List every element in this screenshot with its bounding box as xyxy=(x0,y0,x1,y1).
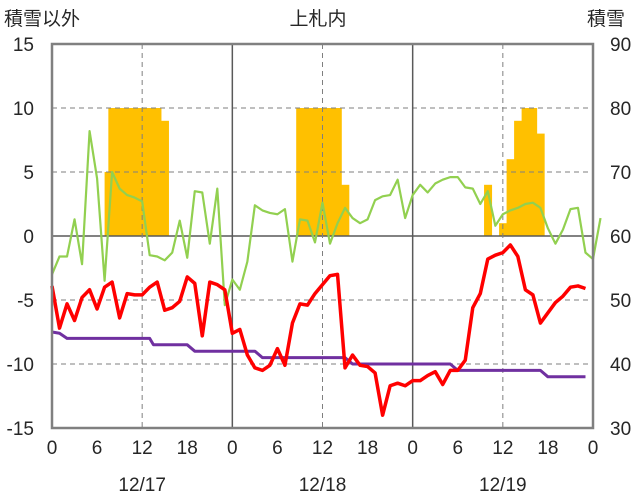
plot-frame xyxy=(50,42,595,430)
snow-depth-bar xyxy=(484,184,493,236)
right-tick-label: 40 xyxy=(610,355,631,376)
right-tick-label: 70 xyxy=(610,163,631,184)
x-tick-label: 0 xyxy=(588,438,599,459)
snow-depth-bar xyxy=(514,120,523,236)
x-tick-label: 12 xyxy=(312,438,333,459)
left-tick-label: -15 xyxy=(7,419,34,440)
right-tick-label: 80 xyxy=(610,99,631,120)
snow-depth-bar xyxy=(499,223,508,236)
right-tick-label: 60 xyxy=(610,227,631,248)
left-axis-label: 積雪以外 xyxy=(4,8,80,30)
left-tick-label: 15 xyxy=(13,35,34,56)
date-labels: 12/17 12/18 12/19 xyxy=(118,475,526,496)
x-tick-label: 0 xyxy=(47,438,58,459)
left-tick-label: -5 xyxy=(17,291,34,312)
data-lines xyxy=(50,129,602,417)
x-tick-label: 12 xyxy=(492,438,513,459)
snow-depth-bar xyxy=(296,108,305,236)
right-tick-label: 30 xyxy=(610,419,631,440)
x-tick-label: 18 xyxy=(357,438,378,459)
snow-depth-bar xyxy=(333,108,342,236)
x-tick-label: 0 xyxy=(227,438,238,459)
x-axis-ticks: 0 6 12 18 0 6 12 18 0 6 12 18 0 xyxy=(47,438,599,459)
date-label: 12/17 xyxy=(118,475,166,496)
red-series-line xyxy=(50,243,587,417)
snow-depth-bar xyxy=(145,108,154,236)
date-label: 12/18 xyxy=(299,475,347,496)
snow-depth-bar xyxy=(506,159,515,236)
right-tick-label: 90 xyxy=(610,35,631,56)
snow-depth-bar xyxy=(160,120,169,236)
purple-series-line xyxy=(51,330,586,379)
snow-depth-bar xyxy=(536,133,545,236)
right-axis-ticks: 30 40 50 60 70 80 90 xyxy=(610,35,631,440)
x-tick-label: 12 xyxy=(132,438,153,459)
x-tick-label: 6 xyxy=(452,438,463,459)
chart-title: 上札内 xyxy=(289,8,346,30)
snow-depth-bar xyxy=(326,108,335,236)
green-series-line xyxy=(50,129,602,307)
left-tick-label: 0 xyxy=(23,227,34,248)
snow-depth-bar xyxy=(153,108,162,236)
snow-depth-bar xyxy=(341,184,350,236)
right-axis-label: 積雪 xyxy=(587,8,625,30)
snow-depth-bar xyxy=(521,108,530,236)
left-tick-label: 10 xyxy=(13,99,34,120)
left-tick-label: 5 xyxy=(23,163,34,184)
x-tick-label: 6 xyxy=(92,438,103,459)
x-tick-label: 6 xyxy=(272,438,283,459)
x-tick-label: 0 xyxy=(407,438,418,459)
x-tick-label: 18 xyxy=(177,438,198,459)
left-tick-label: -10 xyxy=(7,355,34,376)
date-label: 12/19 xyxy=(479,475,527,496)
right-tick-label: 50 xyxy=(610,291,631,312)
left-axis-ticks: -15 -10 -5 0 5 10 15 xyxy=(7,35,34,440)
x-tick-label: 18 xyxy=(537,438,558,459)
